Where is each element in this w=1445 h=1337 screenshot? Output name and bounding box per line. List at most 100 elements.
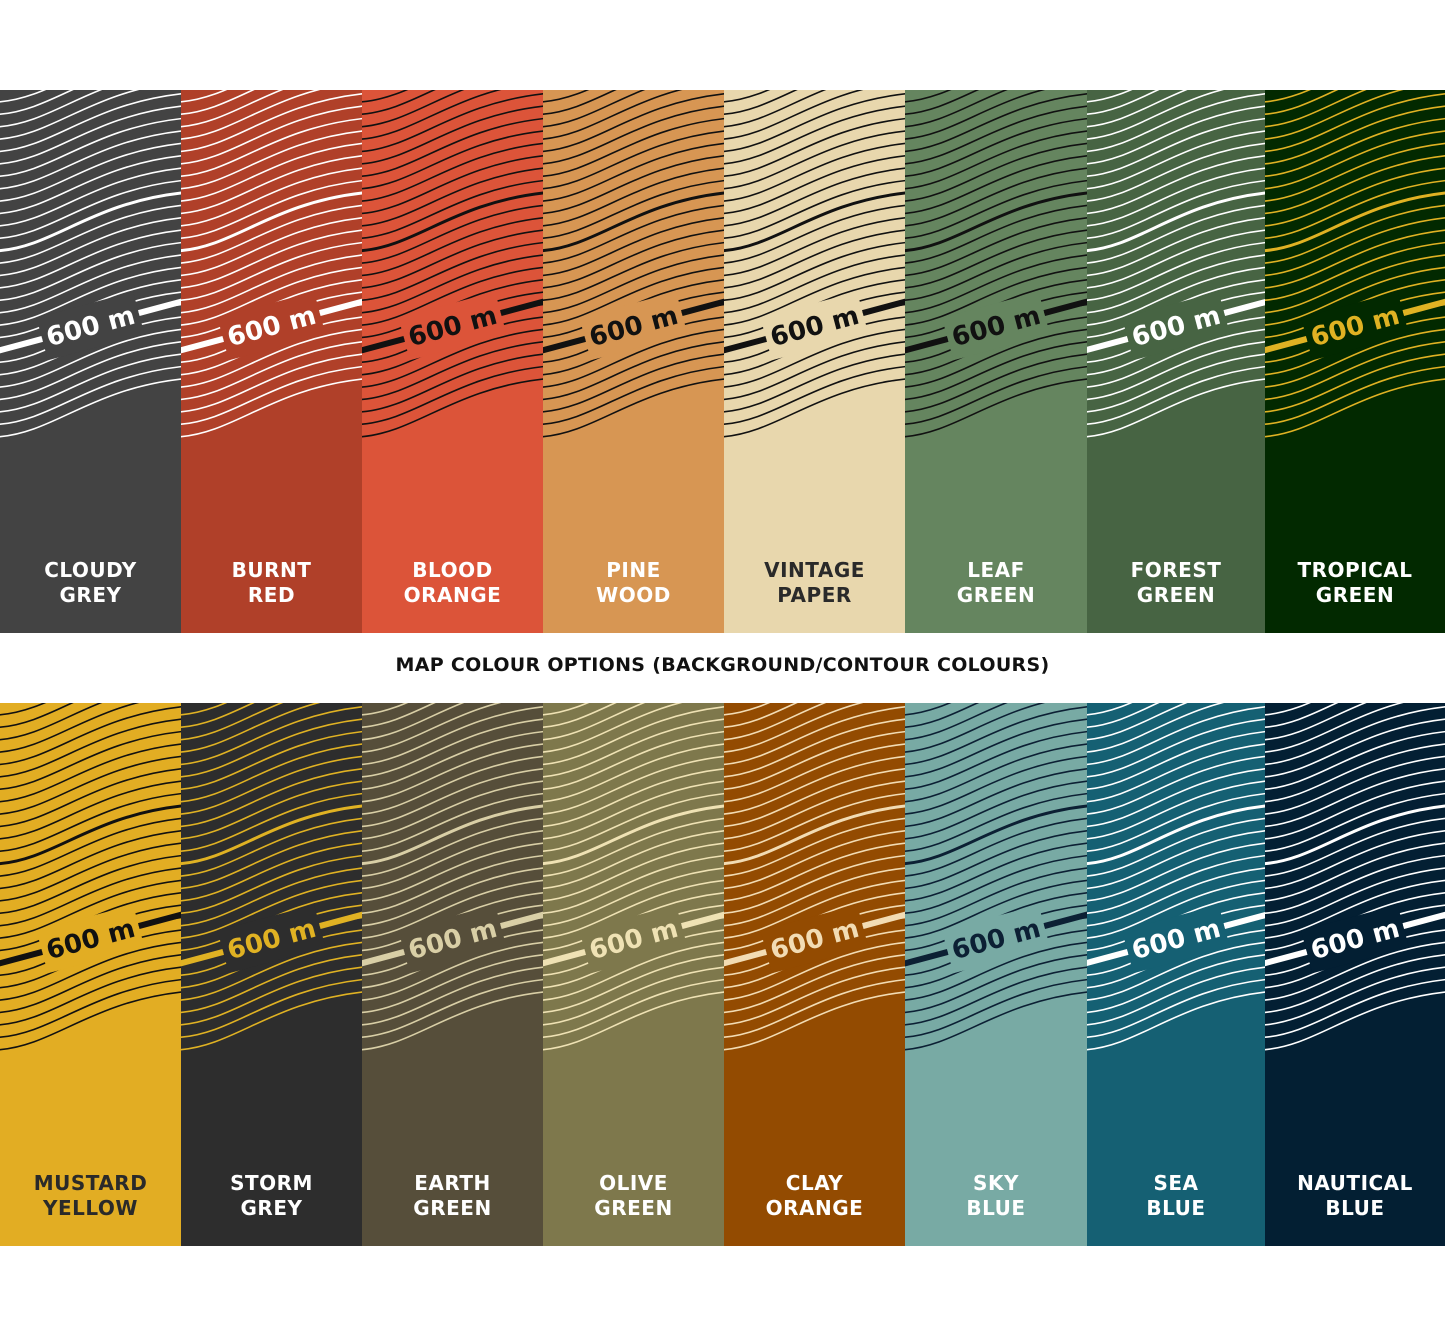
- swatch-name-line: GREEN: [1136, 583, 1216, 607]
- contour-line: [724, 341, 905, 401]
- contour-line: [1087, 254, 1265, 314]
- contour-lines: 600 m: [362, 703, 543, 1051]
- contour-line: [0, 254, 181, 314]
- contour-line: [724, 792, 905, 852]
- contour-line: [0, 842, 181, 902]
- contour-line: [1087, 718, 1265, 778]
- contour-lines: 600 m: [181, 90, 362, 438]
- major-contour-line: [543, 191, 724, 253]
- contour-line: [1265, 991, 1445, 1051]
- index-contour-line: [181, 336, 224, 376]
- contour-line: [1265, 954, 1445, 1014]
- contour-label-group: 600 m: [905, 275, 1087, 377]
- contour-line: [1087, 90, 1188, 128]
- contour-line: [905, 90, 952, 103]
- swatch-cloudy-grey: 600 m CLOUDY GREY: [0, 90, 181, 633]
- contour-lines: 600 m: [905, 703, 1087, 1051]
- contour-line: [362, 978, 543, 1038]
- swatch-name-line: GREEN: [413, 1196, 492, 1220]
- contour-line: [181, 254, 362, 314]
- contour-line: [543, 743, 724, 803]
- contour-line: [1265, 941, 1445, 1001]
- contour-line: [1087, 266, 1265, 326]
- contour-line: [724, 179, 905, 239]
- contour-line: [181, 755, 362, 815]
- contour-line: [905, 105, 1087, 165]
- contour-line: [724, 229, 905, 289]
- label-gap: [760, 904, 869, 974]
- swatch-clay-orange: 600 m CLAY ORANGE: [724, 703, 905, 1246]
- contour-line: [724, 266, 905, 326]
- contour-line: [543, 978, 724, 1038]
- contour-line: [1087, 93, 1265, 153]
- contour-line: [362, 941, 543, 1001]
- contour-line: [181, 854, 362, 914]
- contour-line: [905, 90, 980, 115]
- contour-line: [724, 730, 905, 790]
- contour-line: [1265, 90, 1367, 128]
- contour-line: [1265, 254, 1445, 314]
- contour-line: [543, 90, 646, 128]
- swatch-name: TROPICAL GREEN: [1265, 558, 1445, 608]
- swatch-name-line: GREEN: [956, 583, 1036, 607]
- contour-line: [181, 743, 362, 803]
- contour-line: [362, 353, 543, 413]
- contour-line: [543, 254, 724, 314]
- contour-line: [1265, 703, 1404, 753]
- contour-line: [362, 90, 465, 128]
- label-gap: [217, 904, 326, 974]
- swatch-name-line: EARTH: [414, 1171, 491, 1195]
- contour-line: [1087, 90, 1133, 103]
- contour-line: [905, 743, 1087, 803]
- contour-line: [905, 117, 1087, 177]
- contour-line: [362, 179, 543, 239]
- major-contour-line: [362, 804, 543, 866]
- contour-line: [1087, 117, 1265, 177]
- index-contour-line: [905, 336, 949, 377]
- major-contour-line: [1087, 191, 1265, 253]
- contour-line: [181, 179, 362, 239]
- contour-line: [1265, 854, 1445, 914]
- contour-line: [1265, 241, 1445, 301]
- contour-line: [1265, 117, 1445, 177]
- swatch-name-line: GREY: [59, 583, 122, 607]
- contour-label-group: 600 m: [181, 276, 362, 376]
- contour-line: [181, 867, 362, 927]
- contour-line: [905, 703, 952, 716]
- contour-line: [181, 978, 362, 1038]
- contour-line: [1265, 966, 1445, 1026]
- contour-line: [724, 90, 827, 128]
- contour-label-group: 600 m: [0, 889, 181, 989]
- contour-line: [543, 365, 724, 425]
- contour-line: [543, 954, 724, 1014]
- contour-line: [362, 341, 543, 401]
- swatch-name-line: MUSTARD: [33, 1171, 148, 1195]
- contour-line: [905, 353, 1087, 413]
- index-contour-line: [1043, 888, 1087, 929]
- contour-line: [724, 328, 905, 388]
- swatch-row-top: 600 m CLOUDY GREY 600 m BURNT RED 600 m BLOOD OR…: [0, 90, 1445, 633]
- index-contour-line: [1087, 949, 1129, 988]
- contour-line: [543, 817, 724, 877]
- contour-line: [724, 204, 905, 264]
- contour-line: [1265, 341, 1445, 401]
- contour-line: [1265, 378, 1445, 438]
- contour-line: [905, 703, 1008, 741]
- swatch-name-line: FOREST: [1130, 558, 1222, 582]
- swatch-name-line: VINTAGE: [764, 558, 865, 582]
- contour-line: [1265, 703, 1312, 716]
- contour-line: [724, 854, 905, 914]
- index-contour-line: [543, 949, 586, 989]
- contour-line: [362, 142, 543, 202]
- contour-line: [181, 155, 362, 215]
- contour-line: [1087, 241, 1265, 301]
- contour-line: [1087, 954, 1265, 1014]
- label-gap: [217, 291, 326, 361]
- contour-line: [543, 204, 724, 264]
- contour-line: [724, 142, 905, 202]
- contour-line: [1265, 179, 1445, 239]
- contour-line: [543, 703, 683, 753]
- contour-line: [362, 730, 543, 790]
- contour-line: [362, 93, 543, 153]
- contour-line: [724, 365, 905, 425]
